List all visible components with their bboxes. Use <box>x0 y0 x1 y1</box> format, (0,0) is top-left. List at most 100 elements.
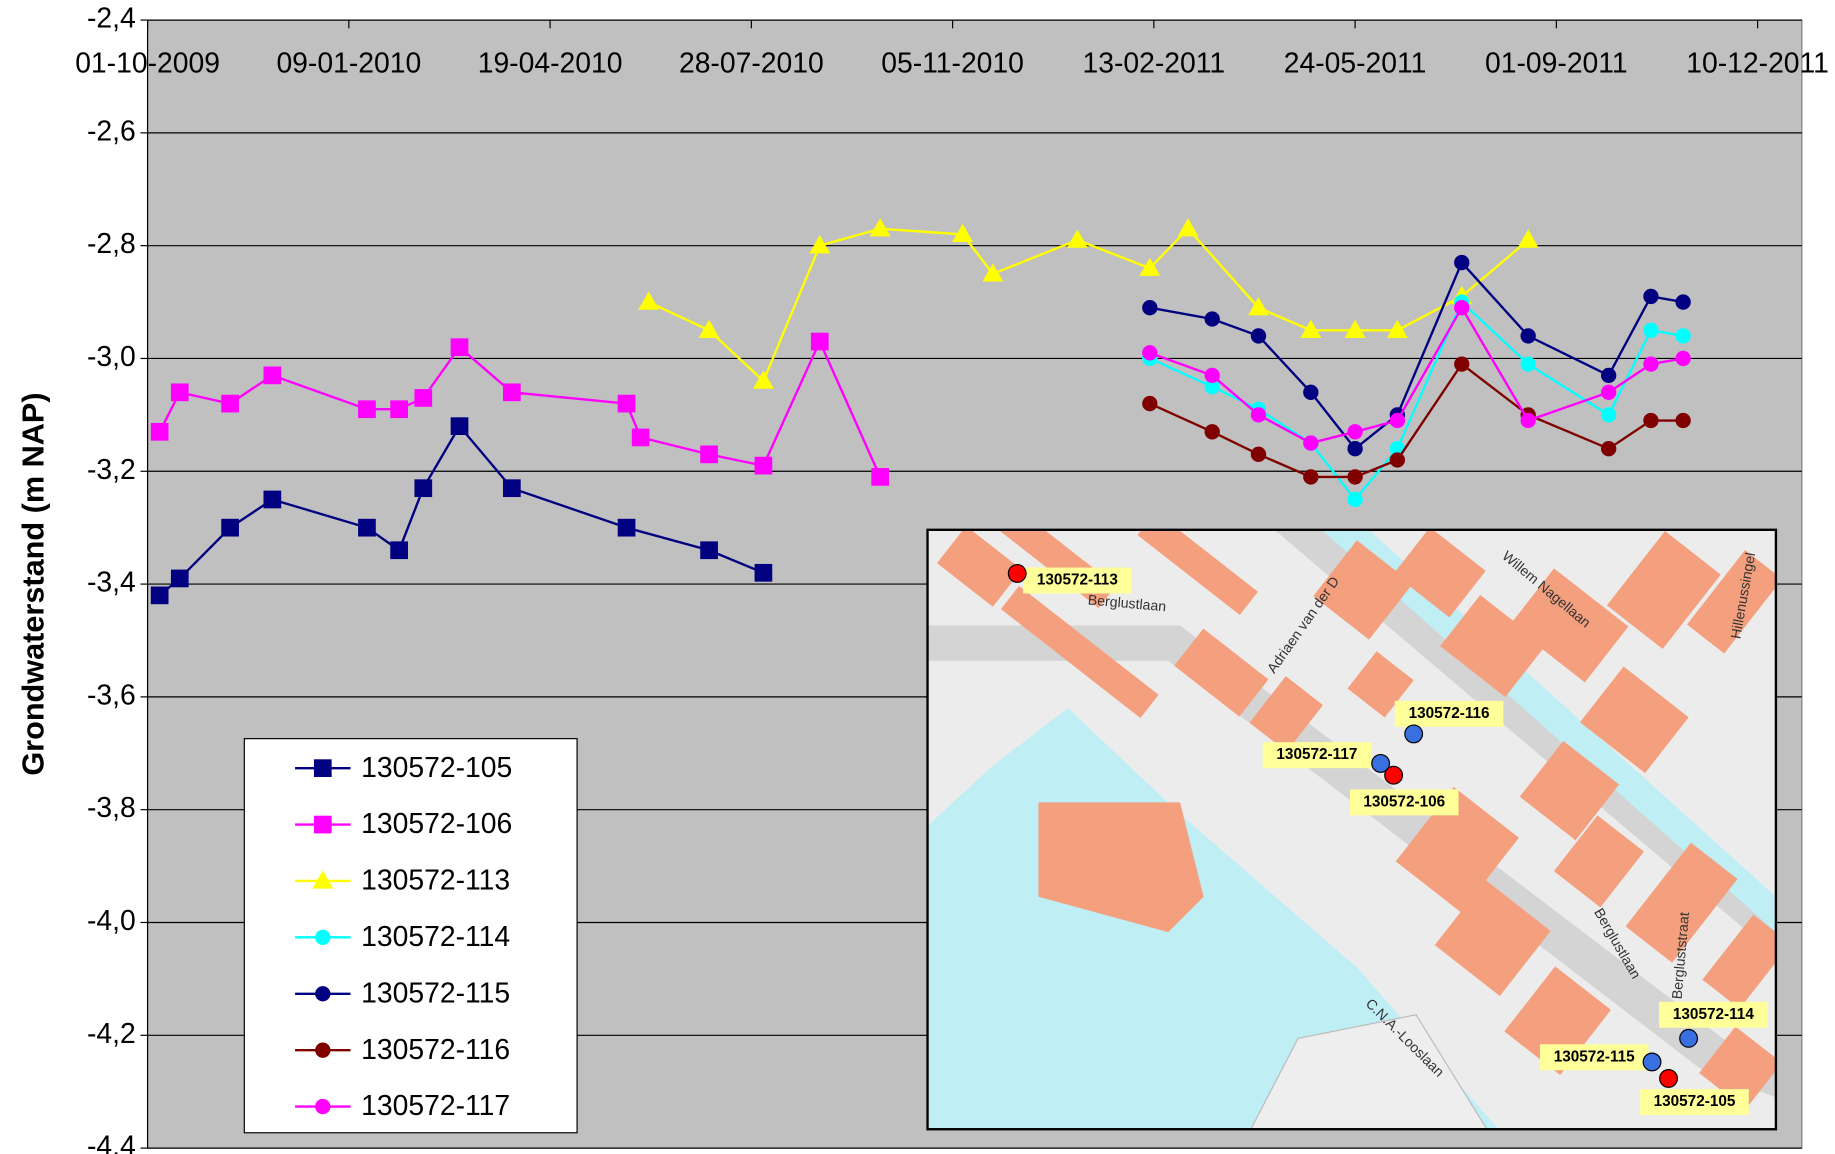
x-tick-label: 10-12-2011 <box>1686 46 1829 78</box>
building <box>1625 842 1738 963</box>
marker <box>1454 300 1470 316</box>
marker <box>754 563 773 582</box>
building <box>1699 1026 1776 1110</box>
building <box>1519 740 1620 841</box>
marker <box>617 518 636 537</box>
marker <box>1204 424 1220 440</box>
x-tick-label: 05-11-2010 <box>881 46 1024 78</box>
marker <box>1675 328 1691 344</box>
marker <box>414 479 433 498</box>
series <box>1142 300 1691 451</box>
building <box>1249 676 1323 752</box>
well-label-bg <box>1023 567 1132 594</box>
well-point <box>1007 564 1027 583</box>
street-label: Bergluststraat <box>1668 911 1692 999</box>
marker <box>221 394 239 413</box>
building <box>1702 914 1776 1009</box>
marker <box>638 291 660 310</box>
x-tick-label: 01-10-2009 <box>75 46 220 78</box>
y-tick-label: -4,4 <box>87 1130 136 1154</box>
building <box>1174 628 1269 717</box>
y-tick-label: -2,6 <box>87 114 136 146</box>
marker <box>1250 328 1267 344</box>
marker <box>263 366 282 385</box>
legend-label: 130572-117 <box>361 1089 510 1121</box>
well-label: 130572-105 <box>1654 1093 1736 1110</box>
marker <box>1142 395 1158 412</box>
building <box>1504 966 1611 1076</box>
well-point <box>1371 753 1391 773</box>
legend-box <box>243 738 578 1134</box>
marker <box>1347 441 1363 457</box>
marker <box>1601 367 1617 384</box>
well-label: 130572-117 <box>1276 746 1357 763</box>
well-label-bg <box>1640 1089 1749 1116</box>
x-tick-label: 24-05-2011 <box>1284 46 1427 78</box>
marker <box>1344 319 1366 338</box>
well-label: 130572-116 <box>1409 705 1490 722</box>
marker <box>1386 319 1408 338</box>
series <box>150 417 773 605</box>
marker <box>1389 452 1406 468</box>
x-tick-label: 19-04-2010 <box>478 46 623 78</box>
building <box>1579 666 1689 774</box>
well-label-bg <box>1349 789 1459 816</box>
marker <box>315 1098 331 1115</box>
x-tick-label: 13-02-2011 <box>1083 46 1226 78</box>
legend-label: 130572-105 <box>361 751 512 783</box>
marker <box>390 400 408 419</box>
marker <box>315 986 331 1002</box>
marker <box>631 428 650 447</box>
marker <box>1601 384 1617 400</box>
building <box>1395 786 1519 913</box>
legend-label: 130572-106 <box>361 807 512 839</box>
marker <box>263 490 282 509</box>
legend-label: 130572-116 <box>361 1033 510 1065</box>
marker <box>1520 356 1536 372</box>
marker <box>1643 412 1659 429</box>
series-line <box>648 227 1529 384</box>
well-point <box>1642 1052 1662 1072</box>
marker <box>1177 218 1199 237</box>
marker <box>1066 229 1088 248</box>
marker <box>1204 367 1220 384</box>
marker <box>313 759 332 778</box>
marker <box>982 263 1004 282</box>
marker <box>1643 288 1659 305</box>
legend: 130572-105 130572-106 130572-113 130572-114… <box>243 738 578 1134</box>
building <box>1393 529 1486 618</box>
marker <box>1520 328 1536 344</box>
marker <box>150 422 169 441</box>
building <box>1313 540 1413 640</box>
marker <box>809 235 831 254</box>
well-label: 130572-115 <box>1554 1048 1635 1065</box>
marker <box>1250 446 1267 463</box>
series <box>638 218 1539 389</box>
building <box>1000 585 1159 719</box>
marker <box>414 389 433 407</box>
well-label: 130572-114 <box>1673 1006 1754 1023</box>
marker <box>1248 297 1269 316</box>
marker <box>502 383 521 402</box>
marker <box>754 456 773 475</box>
y-tick-label: -3,2 <box>87 453 136 485</box>
marker <box>1250 407 1267 423</box>
building <box>1686 550 1776 654</box>
marker <box>150 586 169 605</box>
well-point <box>1659 1069 1678 1088</box>
marker <box>871 468 889 486</box>
marker <box>450 417 469 436</box>
building <box>1434 880 1551 997</box>
marker <box>869 218 891 237</box>
y-axis-label: Grondwaterstand (m NAP) <box>17 392 51 775</box>
well-point <box>1404 724 1424 744</box>
street-label: Berglustlaan <box>1087 591 1167 614</box>
island <box>1250 1014 1488 1130</box>
quay <box>1038 802 1204 933</box>
marker <box>752 370 774 389</box>
building <box>1440 595 1546 698</box>
y-tick-label: -4,2 <box>87 1017 136 1049</box>
marker <box>617 394 636 413</box>
marker <box>312 870 334 889</box>
building <box>1510 568 1629 683</box>
